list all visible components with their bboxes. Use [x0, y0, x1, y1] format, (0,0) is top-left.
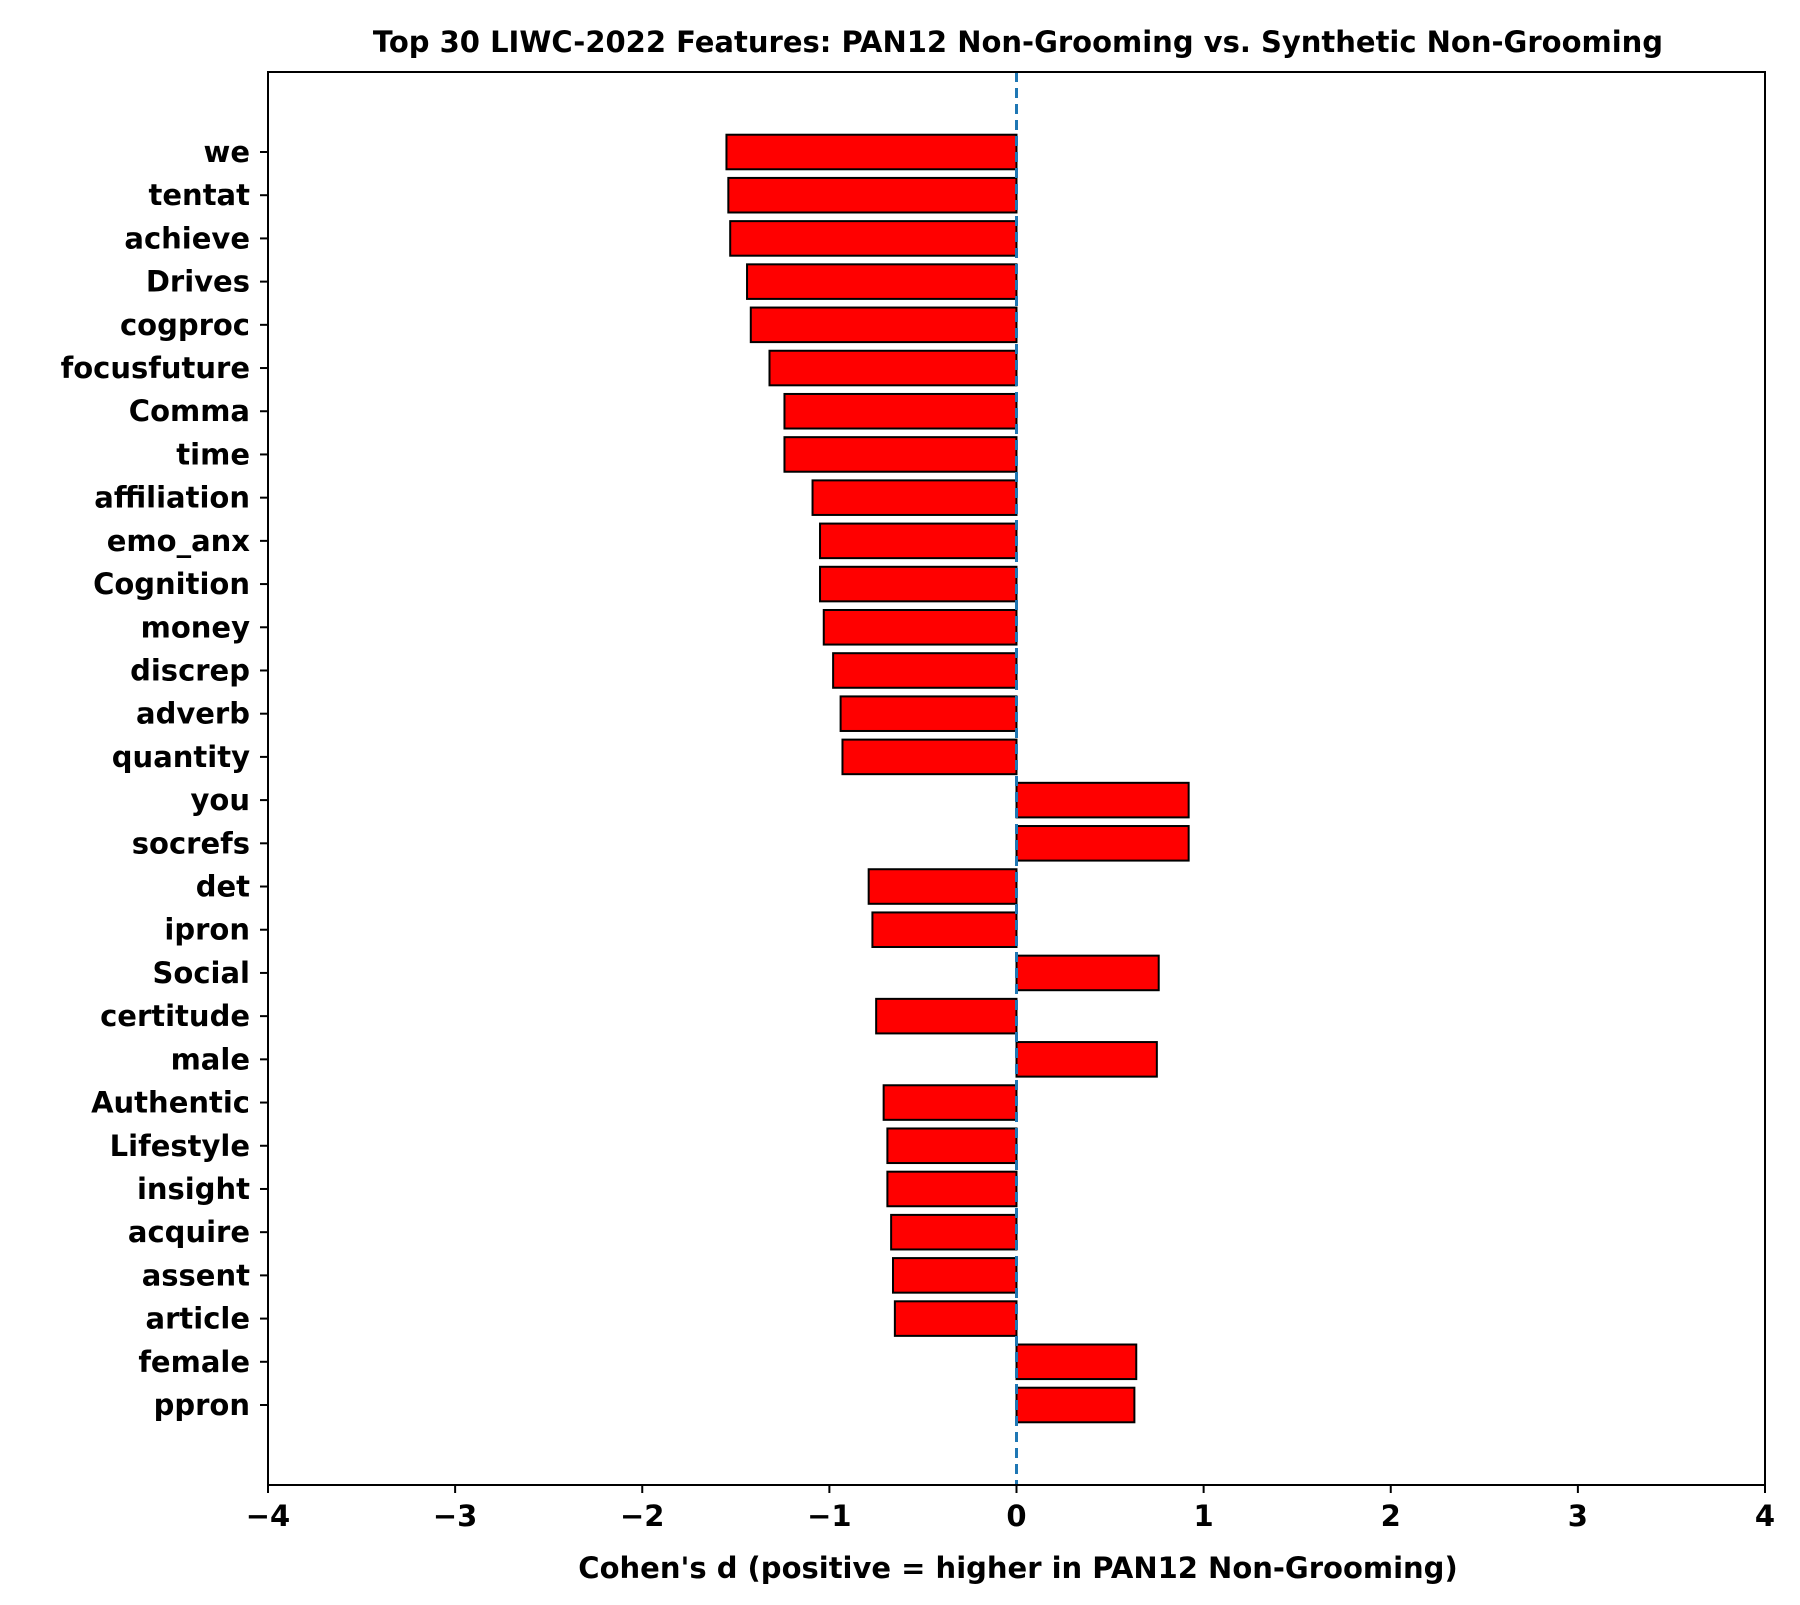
y-tick-label-female: female [138, 1345, 250, 1379]
bar-Comma [783, 392, 1018, 430]
bar-Lifestyle [886, 1127, 1018, 1165]
x-tick-label: 1 [1194, 1499, 1214, 1533]
y-tick-label-time: time [176, 437, 250, 471]
bar-male [1015, 1041, 1158, 1078]
bar-tentat [727, 176, 1018, 214]
y-tick-label-Drives: Drives [146, 265, 250, 299]
y-tick-label-ipron: ipron [164, 913, 250, 947]
bar-Social [1015, 954, 1160, 992]
bar-discrep [832, 652, 1018, 689]
y-tick-label-socrefs: socrefs [132, 826, 250, 860]
y-tick-label-certitude: certitude [100, 999, 250, 1033]
x-tick-label: −3 [433, 1499, 477, 1533]
y-tick-label-Comma: Comma [129, 394, 250, 428]
y-tick-label-ppron: ppron [154, 1388, 250, 1422]
y-tick-label-Cognition: Cognition [93, 567, 250, 601]
y-tick-label-cogproc: cogproc [120, 308, 250, 342]
y-tick-label-focusfuture: focusfuture [61, 351, 250, 385]
y-tick-label-achieve: achieve [124, 221, 250, 255]
x-axis: −4 −3 −2 −1 0 1 2 3 4 [246, 1485, 1775, 1533]
y-tick-label-we: we [204, 135, 250, 169]
x-tick-label: −2 [620, 1499, 664, 1533]
y-tick-label-article: article [146, 1302, 250, 1336]
x-axis-label: Cohen's d (positive = higher in PAN12 No… [578, 1551, 1457, 1585]
y-tick-label-acquire: acquire [128, 1215, 250, 1249]
bar-certitude [875, 997, 1018, 1035]
bar-we [725, 133, 1018, 171]
bar-achieve [729, 220, 1018, 257]
bar-article [893, 1300, 1018, 1337]
bar-cogproc [749, 306, 1018, 344]
bar-female [1015, 1343, 1138, 1381]
y-tick-label-tentat: tentat [149, 178, 251, 212]
x-tick-label: 3 [1568, 1499, 1588, 1533]
x-tick-label: 2 [1381, 1499, 1401, 1533]
x-tick-label: −1 [807, 1499, 851, 1533]
y-tick-label-insight: insight [137, 1172, 250, 1206]
bar-Cognition [819, 565, 1018, 603]
bar-adverb [839, 695, 1018, 732]
bar-insight [886, 1170, 1018, 1208]
bar-Authentic [882, 1084, 1018, 1121]
x-tick-label: 0 [1006, 1499, 1026, 1533]
bar-time [783, 436, 1018, 473]
bar-det [867, 868, 1018, 905]
y-tick-label-quantity: quantity [112, 740, 250, 774]
bar-ipron [871, 911, 1018, 949]
bar-quantity [841, 738, 1018, 776]
bar-socrefs [1015, 825, 1190, 862]
y-tick-label-det: det [196, 870, 250, 904]
y-tick-label-Authentic: Authentic [91, 1086, 250, 1120]
bar-affiliation [811, 479, 1018, 516]
y-tick-label-assent: assent [142, 1258, 250, 1292]
y-tick-label-affiliation: affiliation [94, 481, 250, 515]
y-tick-label-money: money [141, 610, 250, 644]
bar-assent [891, 1257, 1018, 1294]
bar-you [1015, 781, 1190, 819]
y-axis: we tentat achieve Drives cogproc focusfuture C… [61, 135, 268, 1422]
x-tick-label: −4 [246, 1499, 290, 1533]
x-tick-label: 4 [1755, 1499, 1775, 1533]
y-tick-label-Social: Social [153, 956, 250, 990]
bar-Drives [746, 263, 1018, 300]
y-tick-label-adverb: adverb [136, 697, 250, 731]
bar-emo_anx [819, 522, 1018, 560]
y-tick-label-you: you [191, 783, 250, 817]
bar-money [822, 608, 1018, 646]
bar-acquire [890, 1213, 1018, 1251]
y-tick-label-discrep: discrep [130, 653, 250, 687]
y-tick-label-male: male [171, 1042, 250, 1076]
y-tick-label-emo_anx: emo_anx [107, 524, 251, 558]
chart-title: Top 30 LIWC-2022 Features: PAN12 Non-Gro… [373, 25, 1663, 59]
bars-group [725, 133, 1190, 1424]
y-tick-label-Lifestyle: Lifestyle [110, 1129, 250, 1163]
bar-focusfuture [768, 349, 1018, 387]
bar-ppron [1015, 1386, 1136, 1424]
